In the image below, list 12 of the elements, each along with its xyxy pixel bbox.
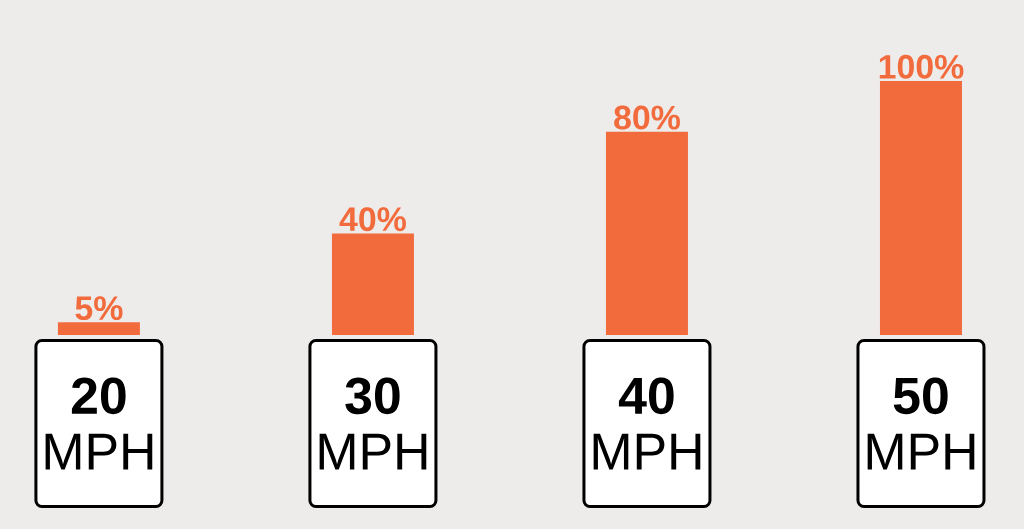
data-label: 80% [614, 105, 680, 130]
bar [57, 322, 140, 335]
x-tick-label: 30 MPH [319, 377, 427, 470]
bar [879, 81, 962, 335]
x-tick-label: 20 MPH [45, 377, 153, 470]
x-tick-label: 40 MPH [593, 377, 701, 470]
bar [605, 131, 688, 335]
data-label: 100% [879, 54, 964, 79]
x-tick-label: 50 MPH [867, 377, 975, 470]
data-label: 5% [75, 296, 123, 321]
bar [331, 233, 414, 335]
data-label: 40% [339, 207, 406, 232]
